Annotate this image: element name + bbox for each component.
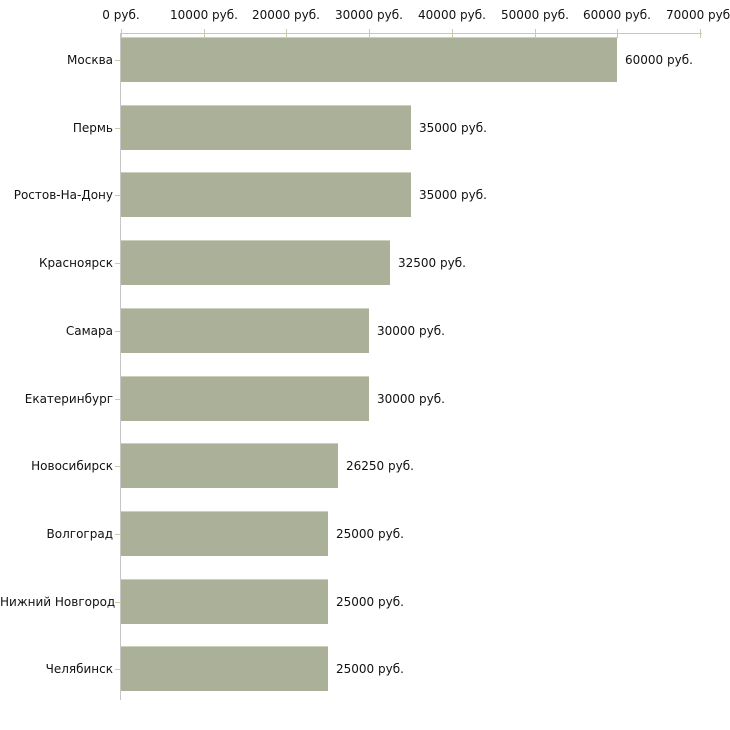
category-label: Москва xyxy=(67,52,113,67)
bar xyxy=(121,37,617,82)
x-axis-tick xyxy=(286,29,287,38)
category-label: Екатеринбург xyxy=(24,391,113,406)
x-axis-tick xyxy=(121,29,122,38)
value-label: 25000 руб. xyxy=(336,594,404,609)
bar xyxy=(121,172,411,217)
value-label: 32500 руб. xyxy=(398,255,466,270)
bar xyxy=(121,579,328,624)
bar xyxy=(121,443,338,488)
x-axis-tick-label: 0 руб. xyxy=(102,8,140,22)
x-axis-tick-label: 70000 руб. xyxy=(666,8,730,22)
x-axis-tick xyxy=(204,29,205,38)
value-label: 30000 руб. xyxy=(377,323,445,338)
bar xyxy=(121,240,390,285)
category-tick xyxy=(115,534,121,535)
category-label: Новосибирск xyxy=(31,458,113,473)
value-label: 30000 руб. xyxy=(377,391,445,406)
value-label: 26250 руб. xyxy=(346,458,414,473)
value-label: 25000 руб. xyxy=(336,526,404,541)
category-tick xyxy=(115,669,121,670)
value-label: 35000 руб. xyxy=(419,187,487,202)
value-label: 25000 руб. xyxy=(336,661,404,676)
value-label: 35000 руб. xyxy=(419,120,487,135)
category-label: Нижний Новгород xyxy=(0,594,116,609)
category-label: Ростов-На-Дону xyxy=(13,187,113,202)
category-tick xyxy=(115,263,121,264)
x-axis-tick-label: 20000 руб. xyxy=(252,8,320,22)
x-axis-tick xyxy=(617,29,618,38)
x-axis-tick-label: 10000 руб. xyxy=(170,8,238,22)
x-axis-tick-label: 50000 руб. xyxy=(501,8,569,22)
x-axis-tick xyxy=(535,29,536,38)
x-axis-line xyxy=(121,33,702,34)
category-tick xyxy=(115,331,121,332)
category-label: Самара xyxy=(65,323,113,338)
bar xyxy=(121,376,369,421)
category-tick xyxy=(115,602,121,603)
category-tick xyxy=(115,466,121,467)
bar xyxy=(121,308,369,353)
x-axis-tick-label: 60000 руб. xyxy=(583,8,651,22)
category-tick xyxy=(115,195,121,196)
x-axis-tick xyxy=(452,29,453,38)
bar xyxy=(121,105,411,150)
category-label: Волгоград xyxy=(46,526,113,541)
x-axis-tick xyxy=(700,29,701,38)
category-label: Челябинск xyxy=(45,661,113,676)
y-axis-line xyxy=(120,33,121,700)
category-label: Красноярск xyxy=(39,255,113,270)
category-tick xyxy=(115,60,121,61)
category-label: Пермь xyxy=(72,120,113,135)
bar xyxy=(121,511,328,556)
category-tick xyxy=(115,128,121,129)
category-tick xyxy=(115,399,121,400)
value-label: 60000 руб. xyxy=(625,52,693,67)
x-axis-tick-label: 30000 руб. xyxy=(335,8,403,22)
x-axis-tick-label: 40000 руб. xyxy=(418,8,486,22)
bar xyxy=(121,646,328,691)
x-axis-tick xyxy=(369,29,370,38)
